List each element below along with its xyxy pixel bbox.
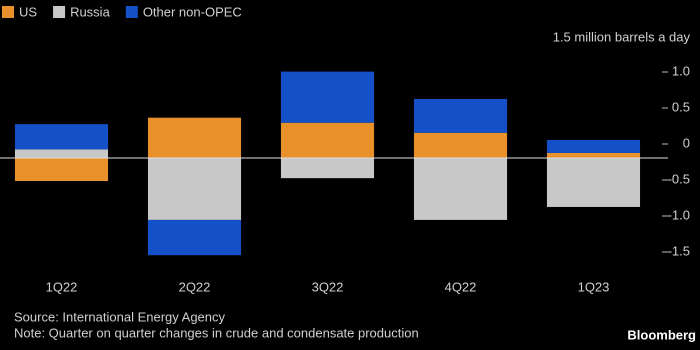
y-tick-label: -0.5 — [668, 171, 690, 186]
x-tick-label: 4Q22 — [445, 279, 477, 294]
legend-label: US — [19, 4, 37, 19]
x-tick-label: 1Q22 — [46, 279, 78, 294]
y-tick-label: 0.5 — [672, 99, 690, 114]
bar — [413, 158, 508, 220]
legend-swatch — [2, 6, 14, 18]
x-tick-label: 2Q22 — [179, 279, 211, 294]
legend-swatch — [125, 6, 138, 18]
bar — [413, 98, 508, 133]
bar — [546, 152, 641, 158]
x-tick-label: 1Q23 — [578, 279, 610, 294]
legend-label: Russia — [70, 4, 111, 19]
brand: Bloomberg — [627, 327, 696, 342]
bar — [280, 122, 375, 158]
bar — [413, 132, 508, 158]
y-tick-label: -1.5 — [668, 243, 690, 258]
bar — [147, 158, 242, 220]
y-tick-label: 0 — [683, 135, 690, 150]
bar — [14, 124, 109, 150]
bar — [14, 149, 109, 158]
bar — [280, 158, 375, 179]
unit-label: 1.5 million barrels a day — [553, 29, 691, 44]
bar — [147, 117, 242, 158]
bar — [280, 71, 375, 123]
bar — [546, 140, 641, 153]
x-tick-label: 3Q22 — [312, 279, 344, 294]
bar — [546, 158, 641, 207]
bar — [147, 219, 242, 256]
legend-swatch — [53, 6, 66, 18]
y-tick-label: -1.0 — [668, 207, 690, 222]
bar — [14, 158, 109, 182]
legend-label: Other non-OPEC — [143, 4, 242, 19]
source: Source: International Energy Agency — [14, 309, 226, 324]
y-tick-label: 1.0 — [672, 63, 690, 78]
note: Note: Quarter on quarter changes in crud… — [14, 325, 419, 340]
